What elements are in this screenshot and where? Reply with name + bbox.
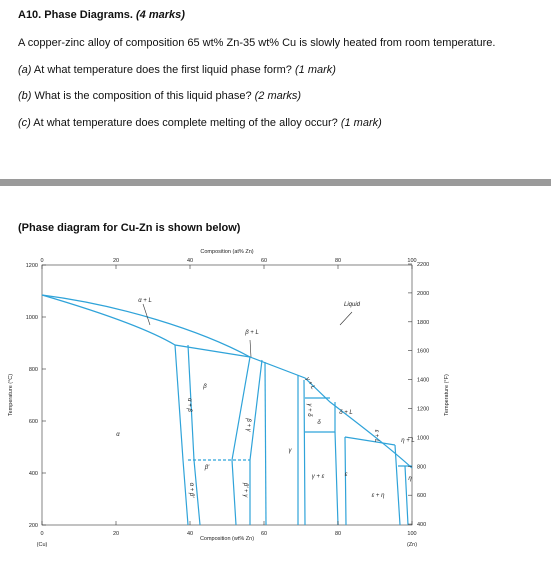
boundary [334, 431, 347, 526]
part-label: (a) [18, 64, 32, 76]
right-tick-label: 2200 [417, 262, 429, 268]
top-tick-label: 80 [335, 258, 341, 264]
phase-label: δ + L [339, 410, 353, 416]
phase-label: β [202, 384, 207, 390]
left-tick-label: 1200 [26, 263, 38, 269]
top-tick-label: 20 [113, 258, 119, 264]
phase-label: α + β′ [188, 483, 194, 499]
part-marks: (1 mark) [340, 117, 382, 129]
bottom-tick-label: 100 [407, 531, 416, 537]
boundary [249, 359, 263, 525]
bottom-axis-title: Composition (wt% Zn) [200, 536, 254, 542]
separator [0, 179, 551, 186]
bottom-tick-label: 20 [113, 531, 119, 537]
frame [41, 264, 413, 526]
right-tick-label: 1000 [417, 435, 429, 441]
liquidus [41, 294, 413, 469]
right-tick-label: 2000 [417, 291, 429, 297]
caption: (Phase diagram for Cu-Zn is shown below) [18, 222, 241, 234]
left-axis-title: Temperature (°C) [8, 374, 14, 416]
right-tick-label: 800 [417, 464, 426, 470]
phase-label: δ [317, 420, 321, 426]
boundary [187, 344, 201, 526]
bottom-tick-label: 0 [40, 531, 43, 537]
top-tick-label: 100 [407, 258, 416, 264]
left-end: (Cu) [37, 542, 48, 548]
phase-label: ε + L [373, 430, 379, 443]
right-axis-title: Temperature (°F) [444, 374, 450, 416]
phase-label: γ + L [304, 376, 316, 390]
part-marks: (1 mark) [295, 64, 336, 76]
boundary [174, 344, 189, 526]
phase-label: α + L [138, 298, 152, 304]
right-tick-label: 1600 [417, 349, 429, 355]
left-tick-label: 200 [29, 523, 38, 529]
bottom-tick-label: 80 [335, 531, 341, 537]
title-line: A10. Phase Diagrams. (4 marks) [18, 9, 185, 21]
left-tick-label: 600 [29, 419, 38, 425]
phase-label: ε [345, 472, 348, 478]
phase-label: γ [289, 448, 293, 454]
part-label: (b) [18, 90, 32, 102]
left-tick-label: 400 [29, 471, 38, 477]
phase-label: β + L [244, 330, 259, 336]
bottom-tick-label: 60 [261, 531, 267, 537]
left-tick-label: 1000 [26, 315, 38, 321]
title-marks: (4 marks) [136, 9, 185, 21]
part-text: At what temperature does complete meltin… [33, 117, 338, 129]
top-tick-label: 40 [187, 258, 193, 264]
leaders [142, 303, 353, 358]
bottom-tick-label: 40 [187, 531, 193, 537]
left-tick-label: 800 [29, 367, 38, 373]
phase-label: β + γ [245, 417, 251, 432]
right-tick-label: 600 [417, 493, 426, 499]
phase-label: η [408, 476, 412, 482]
phase-label: η + L [401, 438, 415, 444]
right-tick-label: 400 [417, 522, 426, 528]
boundary [231, 356, 251, 526]
right-tick-label: 1200 [417, 407, 429, 413]
solidus [41, 294, 251, 358]
top-tick-label: 60 [261, 258, 267, 264]
boundary [344, 436, 412, 526]
right-tick-label: 1400 [417, 378, 429, 384]
part-text: What is the composition of this liquid p… [34, 90, 252, 102]
part-marks: (2 marks) [254, 90, 302, 102]
part: (b) What is the composition of this liqu… [18, 90, 301, 102]
top-axis-title: Composition (at% Zn) [200, 249, 253, 255]
right-tick-label: 1800 [417, 320, 429, 326]
phase-label: γ + ε [312, 474, 325, 480]
phase-label: Liquid [344, 302, 361, 308]
phase-label: β′ [204, 465, 210, 471]
title: A10. Phase Diagrams. [18, 9, 133, 21]
part-label: (c) [18, 117, 31, 129]
phase-label: β′ + γ [242, 482, 248, 498]
boundary [264, 361, 267, 526]
phase-diagram: Composition (at% Zn)0 20 40 60 80 1000 20 40 60 8… [8, 249, 450, 548]
part: (a) At what temperature does the first l… [18, 64, 336, 76]
boundary [297, 375, 306, 526]
phase-label: α + β [186, 398, 192, 412]
phase-label: α [116, 432, 120, 438]
part: (c) At what temperature does complete me… [18, 117, 382, 129]
phase-label: γ + δ [306, 403, 312, 417]
top-tick-label: 0 [40, 258, 43, 264]
question: A copper-zinc alloy of composition 65 wt… [18, 37, 496, 49]
right-end: (Zn) [407, 542, 417, 548]
phase-label: ε + η [372, 493, 385, 499]
part-text: At what temperature does the first liqui… [33, 64, 292, 76]
